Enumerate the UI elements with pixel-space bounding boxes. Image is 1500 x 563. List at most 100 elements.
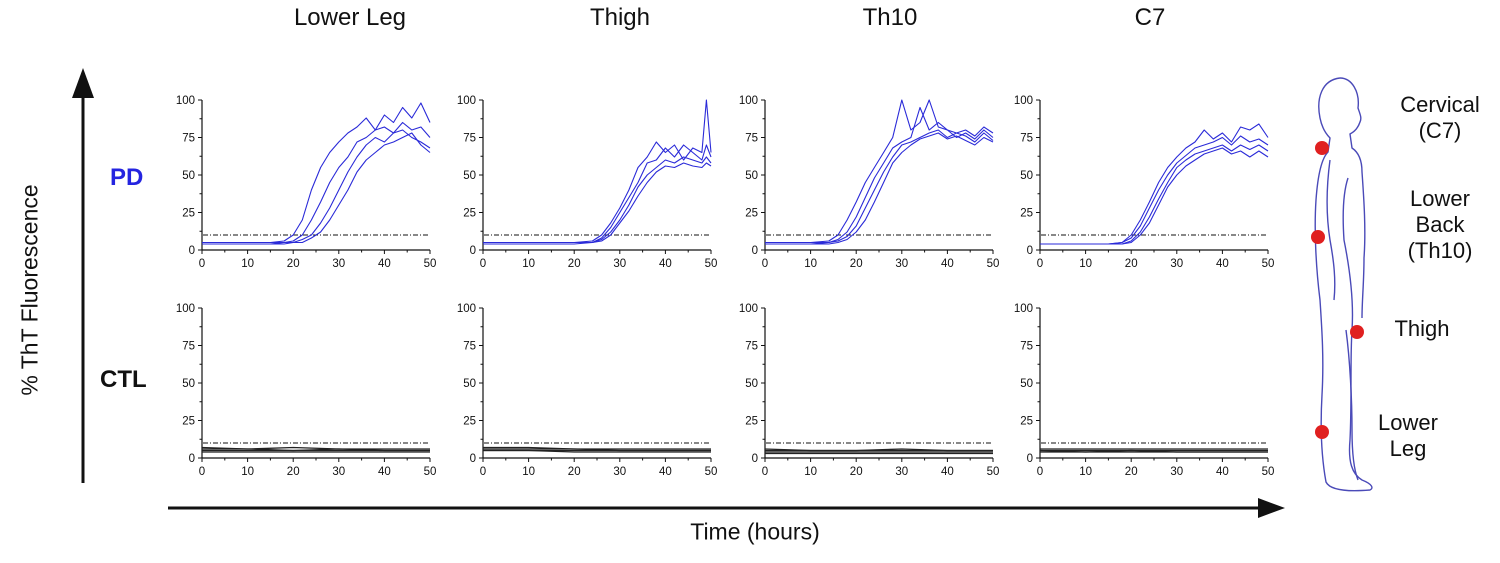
panel-th10-pd-ytick-label: 100 (739, 95, 758, 107)
panel-th10-pd-ytick-label: 75 (745, 133, 758, 145)
panel-c7-pd-xtick-label: 50 (1262, 258, 1275, 270)
body-arm (1326, 159, 1336, 301)
panel-c7-ctl-ytick-label: 25 (1020, 416, 1033, 428)
panel-lower-leg-pd-ytick-label: 50 (182, 170, 195, 182)
panel-lower-leg-ctl-ytick-label: 50 (182, 378, 195, 390)
y-axis-title: % ThT Fluorescence (16, 184, 43, 396)
panel-c7-ctl-ytick-label: 50 (1020, 378, 1033, 390)
panel-c7-ctl-ytick-label: 100 (1014, 303, 1033, 315)
site-label-lower-back: Lower Back (Th10) (1407, 186, 1473, 263)
panel-th10-pd-ytick-label: 0 (752, 245, 758, 257)
body-outline-back (1339, 77, 1366, 319)
panel-thigh-ctl-ytick-label: 50 (463, 378, 476, 390)
panel-thigh-ctl-ytick-label: 75 (463, 341, 476, 353)
panel-thigh-pd-series-1 (483, 99, 712, 244)
marker-lower-leg (1315, 425, 1329, 439)
panel-c7-pd-ytick-label: 100 (1014, 95, 1033, 107)
panel-lower-leg-ctl-ytick-label: 75 (182, 341, 195, 353)
y-arrow-head (72, 68, 94, 98)
panel-lower-leg-pd-xtick-label: 0 (199, 258, 205, 270)
panel-th10-pd-xtick-label: 10 (804, 258, 817, 270)
panel-c7-pd-series-2 (1040, 135, 1269, 245)
panel-c7-ctl-xtick-label: 10 (1079, 466, 1092, 478)
panel-th10-ctl-ytick-label: 25 (745, 416, 758, 428)
x-axis-title: Time (hours) (690, 518, 820, 545)
column-title-lower-leg: Lower Leg (293, 4, 407, 31)
panel-th10-ctl-xtick-label: 10 (804, 466, 817, 478)
column-title-thigh: Thigh (589, 4, 651, 31)
panel-th10-ctl-ytick-label: 100 (739, 303, 758, 315)
panel-c7-ctl-ytick-label: 75 (1020, 341, 1033, 353)
panel-c7-pd-ytick-label: 0 (1027, 245, 1033, 257)
panel-c7-pd-ytick-label: 75 (1020, 133, 1033, 145)
panel-c7-pd-xtick-label: 20 (1125, 258, 1138, 270)
panel-c7-pd-ytick-label: 50 (1020, 170, 1033, 182)
panel-lower-leg-pd-xtick-label: 40 (378, 258, 391, 270)
panel-c7-pd-xtick-label: 10 (1079, 258, 1092, 270)
panel-th10-pd-series-2 (765, 106, 994, 245)
panel-thigh-pd-ytick-label: 50 (463, 170, 476, 182)
panel-thigh-pd-series-4 (483, 162, 712, 244)
panel-th10-pd: 0 25 50 75 100 0 10 20 30 40 50 (739, 95, 1000, 270)
panel-thigh-ctl-ytick-label: 25 (463, 416, 476, 428)
panel-c7-pd-xtick-label: 0 (1037, 258, 1043, 270)
panel-th10-pd-series-1 (765, 99, 994, 244)
panel-thigh-pd-xtick-label: 50 (705, 258, 718, 270)
panel-c7-pd-series-4 (1040, 147, 1269, 245)
panel-th10-ctl-xtick-label: 20 (850, 466, 863, 478)
panel-lower-leg-ctl-xtick-label: 40 (378, 466, 391, 478)
panel-thigh-ctl-xtick-label: 50 (705, 466, 718, 478)
marker-thigh (1350, 325, 1364, 339)
panel-th10-ctl-ytick-label: 75 (745, 341, 758, 353)
panel-th10-pd-ytick-label: 25 (745, 208, 758, 220)
panel-th10-pd-series-3 (765, 129, 994, 244)
panel-thigh-ctl-xtick-label: 0 (480, 466, 486, 478)
panel-thigh-pd-xtick-label: 20 (568, 258, 581, 270)
panel-th10-ctl-ytick-label: 0 (752, 453, 758, 465)
panel-th10-ctl-xtick-label: 0 (762, 466, 768, 478)
panel-lower-leg-pd-series-3 (202, 129, 431, 244)
panel-lower-leg-ctl-ytick-label: 0 (189, 453, 195, 465)
panel-th10-pd-xtick-label: 30 (895, 258, 908, 270)
panel-c7-ctl-xtick-label: 0 (1037, 466, 1043, 478)
panel-lower-leg-pd-series-1 (202, 102, 431, 244)
panel-thigh-ctl-series-1 (483, 446, 711, 450)
panel-thigh-pd-ytick-label: 25 (463, 208, 476, 220)
panel-lower-leg-pd-ytick-label: 75 (182, 133, 195, 145)
panel-th10-pd-ytick-label: 50 (745, 170, 758, 182)
panel-thigh-pd-xtick-label: 30 (613, 258, 626, 270)
panel-thigh-ctl-xtick-label: 20 (568, 466, 581, 478)
panel-th10-pd-xtick-label: 0 (762, 258, 768, 270)
panel-lower-leg-pd-ytick-label: 25 (182, 208, 195, 220)
panel-lower-leg-pd-ytick-label: 100 (176, 95, 195, 107)
panel-thigh-pd-xtick-label: 0 (480, 258, 486, 270)
panel-c7-ctl-ytick-label: 0 (1027, 453, 1033, 465)
panel-c7-ctl-xtick-label: 20 (1125, 466, 1138, 478)
marker-c7 (1315, 141, 1329, 155)
panel-th10-ctl-xtick-label: 50 (987, 466, 1000, 478)
marker-th10 (1311, 230, 1325, 244)
panel-thigh-pd: 0 25 50 75 100 0 10 20 30 40 50 (457, 95, 718, 270)
panel-thigh-pd-ytick-label: 75 (463, 133, 476, 145)
panel-th10-ctl-xtick-label: 40 (941, 466, 954, 478)
panel-thigh-pd-xtick-label: 40 (659, 258, 672, 270)
panel-lower-leg-ctl-xtick-label: 50 (424, 466, 437, 478)
panel-th10-pd-xtick-label: 40 (941, 258, 954, 270)
panel-c7-pd-xtick-label: 30 (1170, 258, 1183, 270)
panel-thigh-ctl: 0 25 50 75 100 0 10 20 30 40 50 (457, 303, 718, 478)
panel-lower-leg-ctl-ytick-label: 25 (182, 416, 195, 428)
panel-lower-leg-ctl-xtick-label: 10 (241, 466, 254, 478)
panel-th10-ctl-ytick-label: 50 (745, 378, 758, 390)
panel-lower-leg-pd-xtick-label: 10 (241, 258, 254, 270)
site-label-cervical: Cervical (C7) (1400, 92, 1480, 143)
panel-thigh-pd-ytick-label: 0 (470, 245, 476, 257)
panel-lower-leg-pd-xtick-label: 20 (287, 258, 300, 270)
panel-th10-ctl-xtick-label: 30 (895, 466, 908, 478)
panel-th10-pd-series-4 (765, 132, 994, 245)
panel-thigh-ctl-ytick-label: 0 (470, 453, 476, 465)
panel-thigh-pd-series-2 (483, 144, 712, 244)
panel-lower-leg-pd-series-4 (202, 132, 431, 245)
